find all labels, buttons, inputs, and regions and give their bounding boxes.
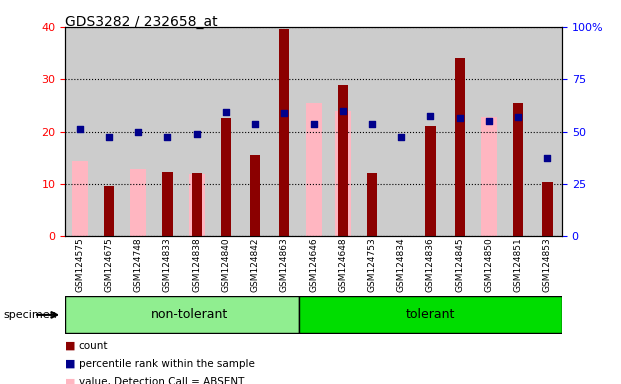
Point bbox=[250, 121, 260, 127]
Bar bbox=[162, 172, 173, 236]
Bar bbox=[513, 103, 524, 236]
Point bbox=[396, 134, 406, 140]
Bar bbox=[335, 111, 351, 236]
Bar bbox=[455, 58, 465, 236]
Bar bbox=[94, 27, 124, 236]
Point bbox=[367, 121, 377, 127]
Bar bbox=[211, 27, 240, 236]
Bar bbox=[182, 27, 211, 236]
Bar bbox=[153, 27, 182, 236]
Text: non-tolerant: non-tolerant bbox=[151, 308, 228, 321]
Bar bbox=[221, 118, 231, 236]
FancyBboxPatch shape bbox=[299, 296, 562, 333]
Bar bbox=[65, 27, 94, 236]
Text: ■: ■ bbox=[65, 377, 76, 384]
Text: tolerant: tolerant bbox=[406, 308, 455, 321]
Text: ■: ■ bbox=[65, 359, 76, 369]
Bar bbox=[338, 86, 348, 236]
Point bbox=[542, 155, 552, 161]
Bar bbox=[250, 155, 260, 236]
Point bbox=[192, 131, 202, 137]
Point bbox=[338, 108, 348, 114]
Bar bbox=[425, 126, 435, 236]
Text: specimen: specimen bbox=[3, 310, 57, 320]
Point bbox=[104, 134, 114, 140]
Bar bbox=[445, 27, 474, 236]
Text: count: count bbox=[79, 341, 109, 351]
Bar bbox=[542, 182, 553, 236]
Point bbox=[455, 115, 465, 121]
Bar bbox=[504, 27, 533, 236]
Point bbox=[279, 110, 289, 116]
Bar bbox=[240, 27, 270, 236]
Text: percentile rank within the sample: percentile rank within the sample bbox=[79, 359, 255, 369]
Bar bbox=[367, 174, 377, 236]
Point bbox=[75, 126, 85, 132]
Bar bbox=[72, 161, 88, 236]
Bar bbox=[192, 174, 202, 236]
Point bbox=[134, 128, 143, 135]
Text: ■: ■ bbox=[65, 341, 76, 351]
Bar bbox=[130, 169, 147, 236]
Bar bbox=[306, 103, 322, 236]
Bar bbox=[299, 27, 329, 236]
FancyBboxPatch shape bbox=[65, 296, 299, 333]
Point bbox=[484, 118, 494, 124]
Text: GDS3282 / 232658_at: GDS3282 / 232658_at bbox=[65, 15, 218, 29]
Bar bbox=[124, 27, 153, 236]
Point bbox=[513, 114, 523, 120]
Text: value, Detection Call = ABSENT: value, Detection Call = ABSENT bbox=[79, 377, 244, 384]
Point bbox=[309, 121, 319, 127]
Bar bbox=[416, 27, 445, 236]
Bar bbox=[358, 27, 387, 236]
Bar bbox=[279, 30, 289, 236]
Bar bbox=[533, 27, 562, 236]
Point bbox=[221, 109, 231, 115]
Bar bbox=[474, 27, 504, 236]
Point bbox=[75, 126, 85, 132]
Bar bbox=[481, 117, 497, 236]
Point bbox=[163, 134, 173, 140]
Point bbox=[425, 113, 435, 119]
Bar bbox=[387, 27, 416, 236]
Bar bbox=[104, 187, 114, 236]
Bar bbox=[189, 174, 205, 236]
Bar bbox=[270, 27, 299, 236]
Bar bbox=[329, 27, 358, 236]
